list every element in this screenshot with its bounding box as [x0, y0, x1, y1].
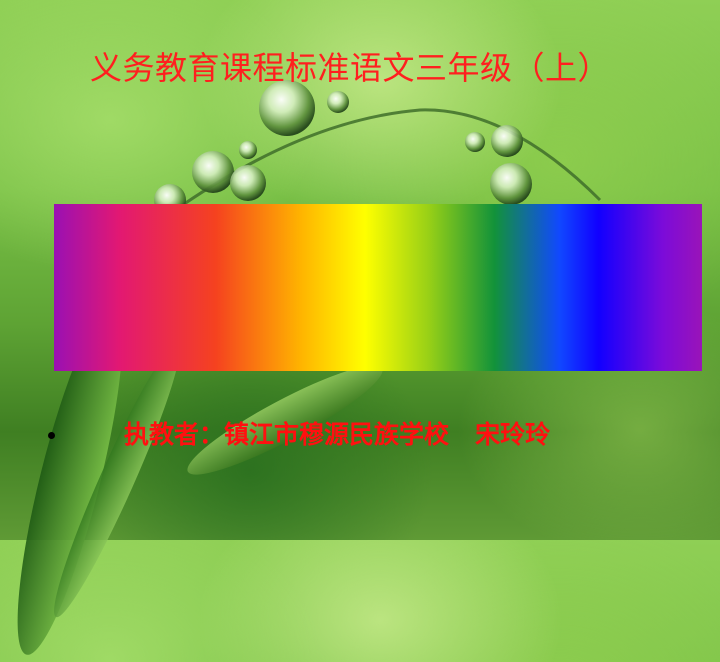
rainbow-banner — [54, 204, 702, 371]
water-droplets-illustration — [119, 80, 602, 252]
grass-stem — [119, 108, 602, 252]
author-line: 执教者：镇江市穆源民族学校 宋玲玲 — [124, 420, 551, 449]
water-droplet — [239, 141, 257, 159]
water-droplet — [230, 165, 266, 201]
bullet-dot-icon — [48, 432, 55, 439]
water-droplet — [192, 151, 234, 193]
water-droplet — [465, 132, 485, 152]
water-droplet — [491, 125, 523, 157]
water-droplet — [490, 163, 532, 205]
water-droplet — [259, 80, 315, 136]
slide: 义务教育课程标准语文三年级（上） 执教者：镇江市穆源民族学校 宋玲玲 — [0, 49, 702, 662]
slide-title: 义务教育课程标准语文三年级（上） — [89, 49, 610, 87]
water-droplet — [327, 91, 349, 113]
